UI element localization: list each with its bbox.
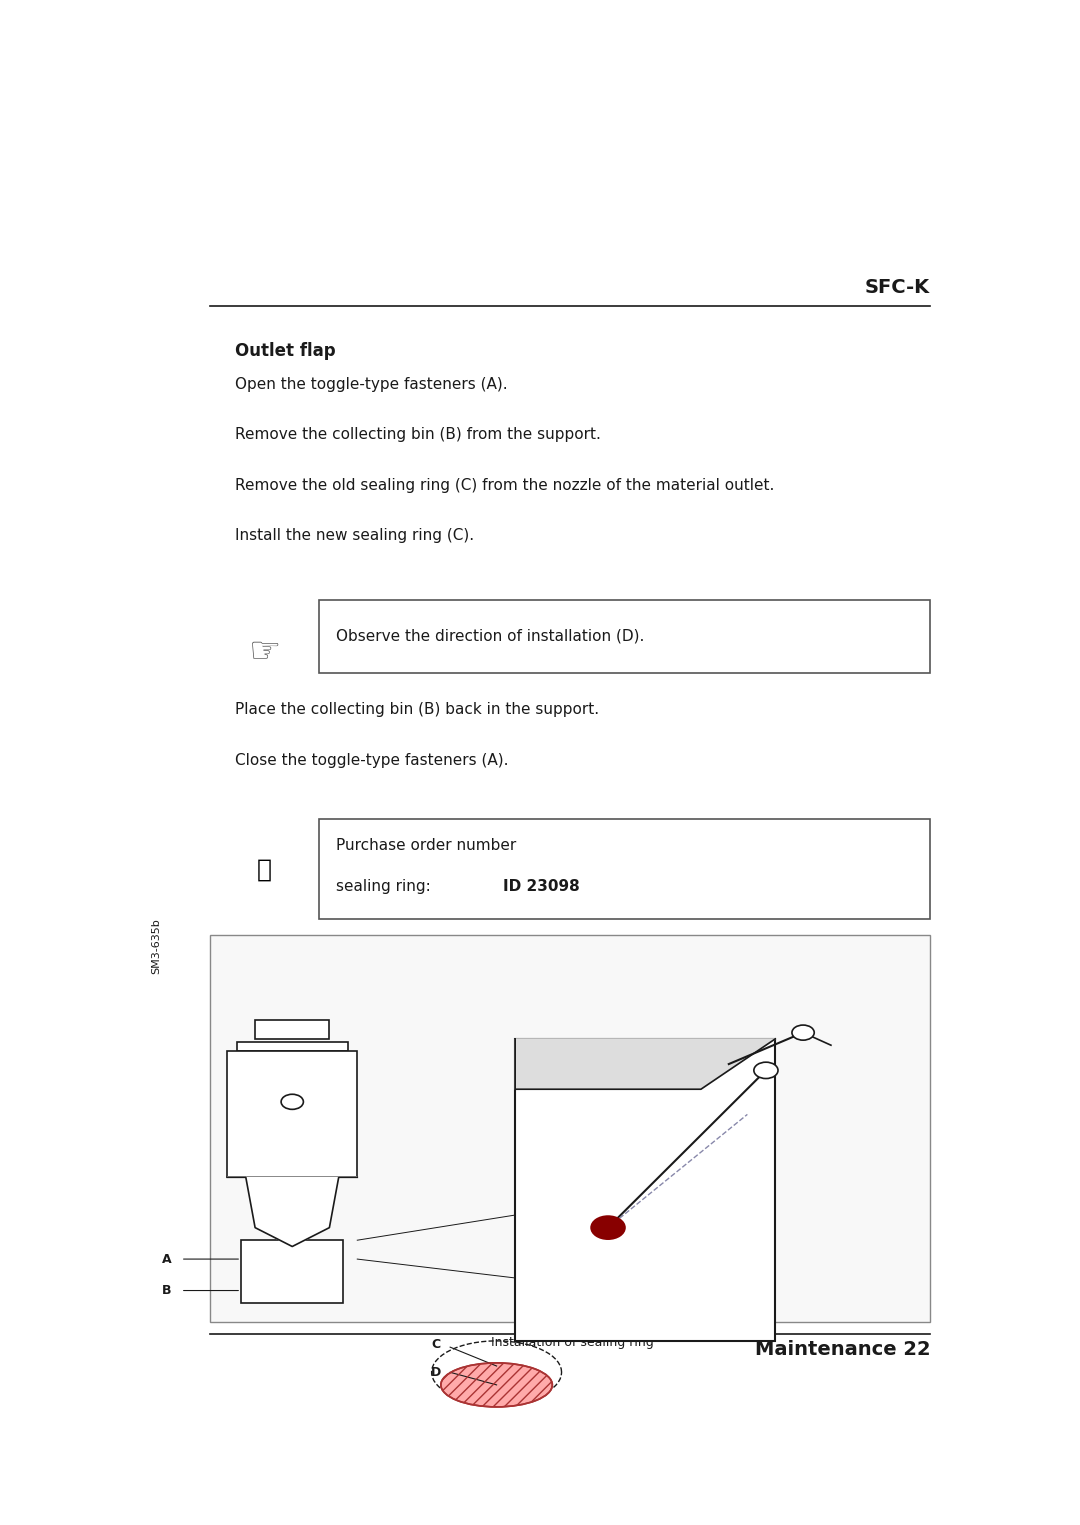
Text: Outlet flap: Outlet flap [235, 342, 336, 360]
Text: A: A [162, 1252, 172, 1266]
Bar [237, 1042, 348, 1052]
Bar [241, 1240, 343, 1302]
Text: Place the collecting bin (B) back in the support.: Place the collecting bin (B) back in the… [235, 702, 599, 717]
Text: Maintenance 22: Maintenance 22 [755, 1339, 930, 1359]
Text: Observe the direction of installation (D).: Observe the direction of installation (D… [336, 628, 645, 644]
Text: SFC-K: SFC-K [865, 278, 930, 297]
Text: SM3-635b: SM3-635b [151, 918, 161, 974]
Polygon shape [515, 1039, 775, 1089]
Bar [515, 1039, 775, 1340]
Ellipse shape [441, 1363, 552, 1408]
Text: Installation of sealing ring: Installation of sealing ring [491, 1336, 653, 1350]
Text: C: C [432, 1337, 441, 1351]
Circle shape [792, 1025, 814, 1040]
FancyBboxPatch shape [211, 935, 930, 1322]
Bar [227, 1052, 357, 1177]
Bar [255, 1020, 329, 1039]
Polygon shape [227, 1177, 357, 1246]
Text: ☞: ☞ [248, 634, 281, 668]
Circle shape [754, 1063, 778, 1078]
Text: B: B [162, 1284, 172, 1298]
Text: Remove the collecting bin (B) from the support.: Remove the collecting bin (B) from the s… [235, 427, 602, 442]
Text: Install the new sealing ring (C).: Install the new sealing ring (C). [235, 528, 474, 543]
FancyBboxPatch shape [320, 819, 930, 920]
Circle shape [281, 1095, 303, 1109]
Text: Close the toggle-type fasteners (A).: Close the toggle-type fasteners (A). [235, 752, 509, 767]
Text: 📖: 📖 [257, 857, 272, 881]
Text: Remove the old sealing ring (C) from the nozzle of the material outlet.: Remove the old sealing ring (C) from the… [235, 477, 774, 493]
Text: ID 23098: ID 23098 [503, 880, 580, 894]
Text: D: D [431, 1366, 441, 1379]
Text: Open the toggle-type fasteners (A).: Open the toggle-type fasteners (A). [235, 377, 508, 392]
Circle shape [592, 1217, 624, 1238]
FancyBboxPatch shape [320, 599, 930, 673]
Text: Purchase order number: Purchase order number [336, 839, 516, 852]
Text: sealing ring:: sealing ring: [336, 880, 431, 894]
